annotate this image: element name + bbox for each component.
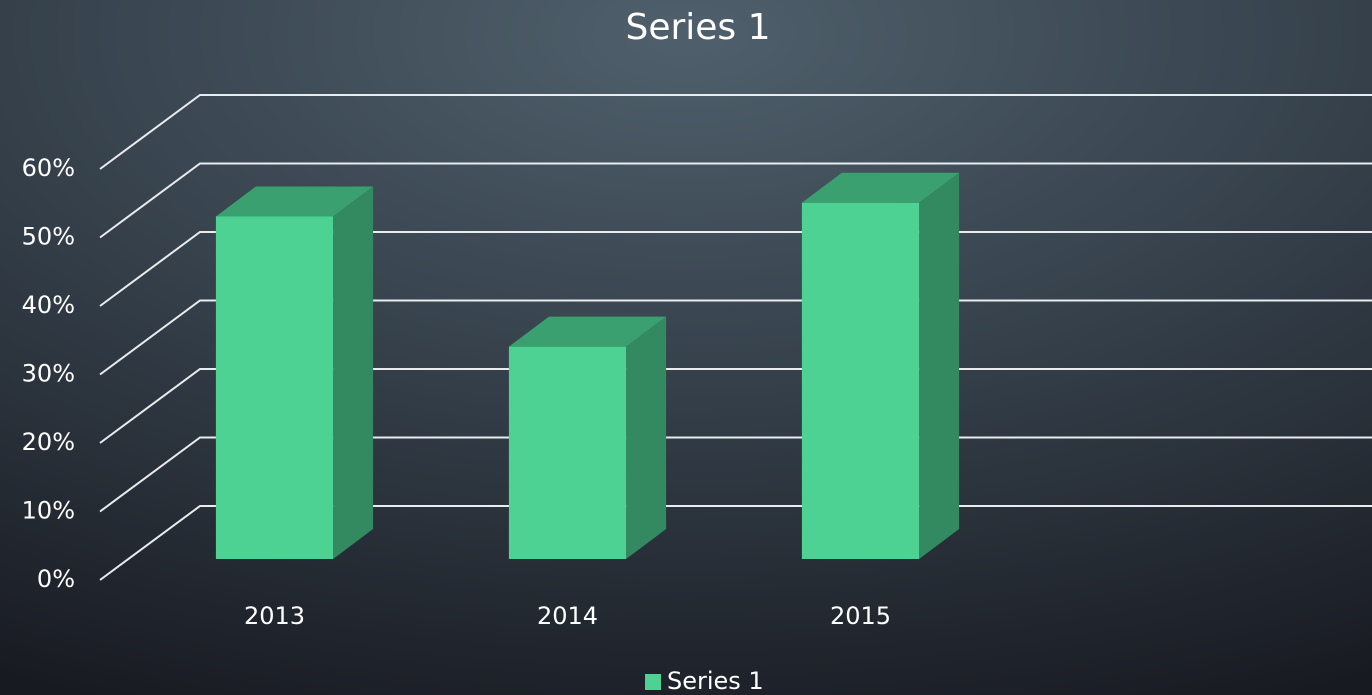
grid-line: [99, 94, 1372, 170]
y-tick-label: 50%: [22, 223, 75, 251]
grid-line: [99, 368, 1372, 444]
bar-front: [801, 202, 920, 560]
bar-top: [508, 316, 667, 347]
legend-label: Series 1: [667, 667, 764, 695]
chart-title: Series 1: [625, 7, 770, 48]
y-tick-label: 0%: [37, 565, 75, 593]
x-tick-label: 2014: [537, 602, 598, 630]
legend-swatch: [645, 674, 661, 690]
y-tick-label: 20%: [22, 428, 75, 456]
y-tick-label: 60%: [22, 154, 75, 182]
bar: [215, 186, 374, 559]
bar: [508, 316, 667, 559]
grid-line: [99, 505, 1372, 581]
bar-front: [215, 216, 334, 559]
grid-line: [99, 299, 1372, 376]
bar-side: [626, 316, 667, 559]
bar-front: [508, 346, 627, 559]
bar-top: [801, 172, 960, 203]
y-tick-label: 30%: [22, 360, 75, 388]
bar: [801, 172, 960, 560]
bar-top: [215, 186, 374, 217]
bar-side: [333, 186, 374, 559]
x-tick-label: 2015: [830, 602, 891, 630]
grid-line: [99, 231, 1372, 307]
bar-side: [919, 172, 960, 560]
grid-line: [99, 162, 1372, 239]
y-tick-label: 10%: [22, 497, 75, 525]
y-tick-label: 40%: [22, 291, 75, 319]
x-tick-label: 2013: [244, 602, 305, 630]
grid-line: [99, 436, 1372, 513]
